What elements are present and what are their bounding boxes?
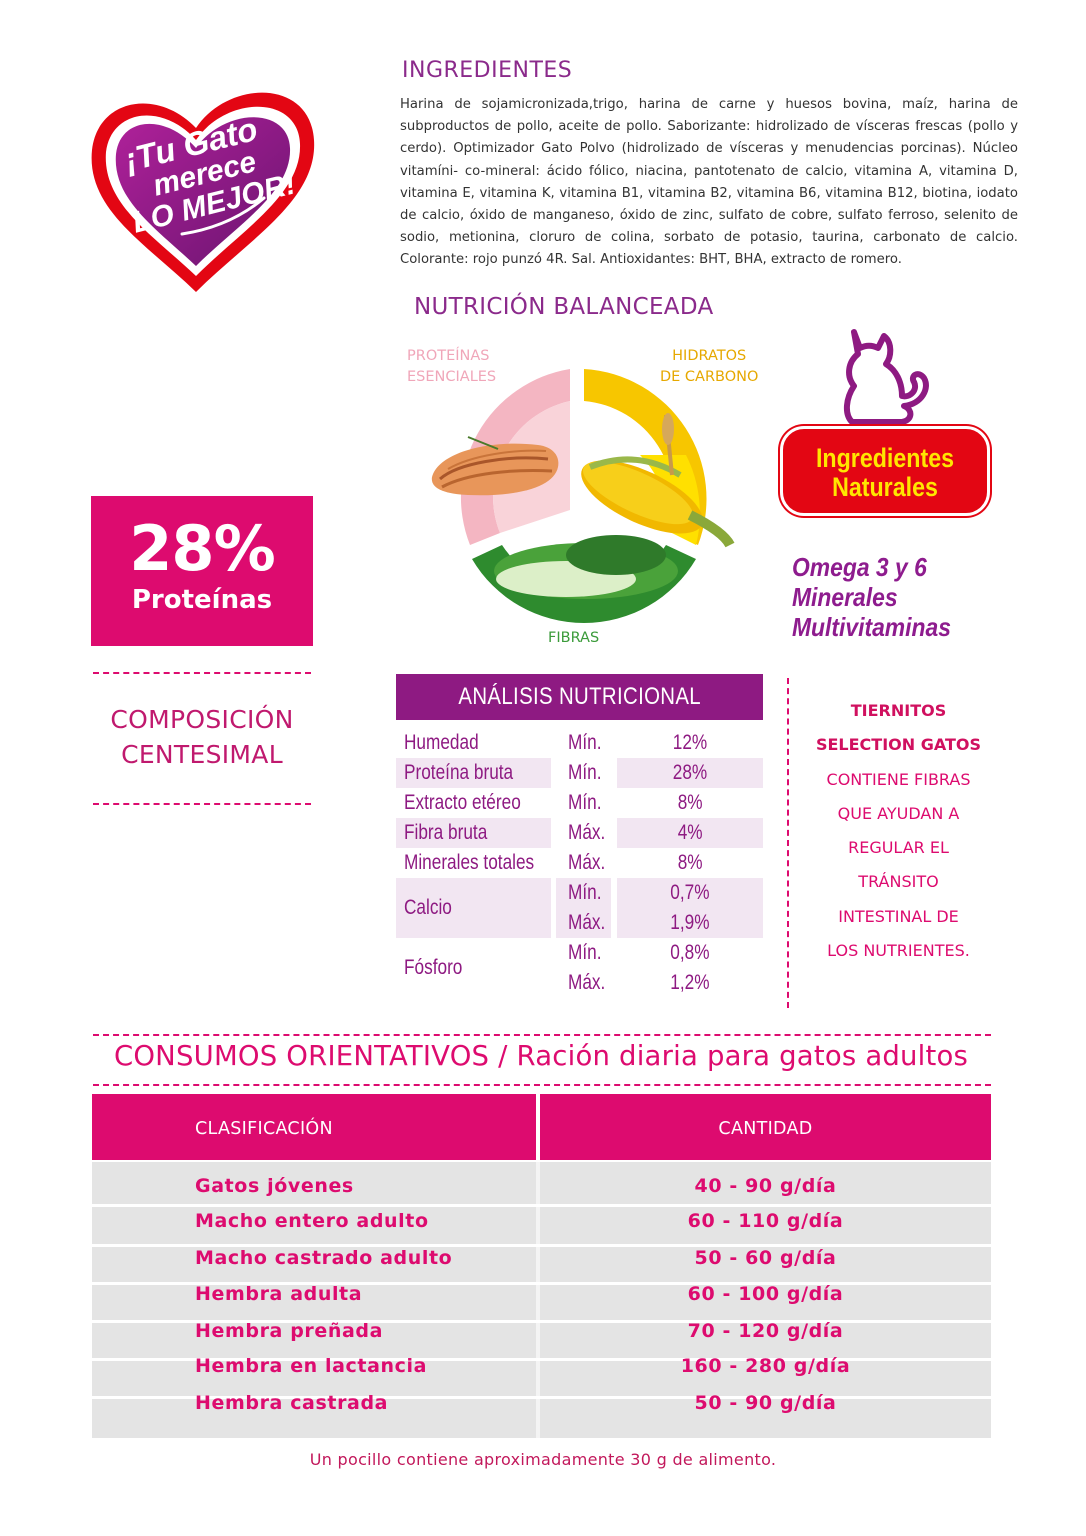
- classification-header: CLASIFICACIÓN: [92, 1094, 536, 1160]
- fiber-label: FIBRAS: [548, 630, 600, 646]
- table-row-label: Hembra en lactancia: [195, 1355, 428, 1377]
- protein-highlight-box: 28% Proteínas: [91, 496, 313, 646]
- divider: [93, 1034, 991, 1036]
- divider: [93, 672, 311, 674]
- nutrient-value: 8%: [677, 791, 703, 814]
- composition-title: COMPOSICIÓN CENTESIMAL: [91, 702, 313, 772]
- nutrient-limit: Máx.: [568, 821, 606, 844]
- quantity-header: CANTIDAD: [540, 1094, 991, 1160]
- tiernitos-line5: REGULAR EL: [848, 838, 949, 858]
- vertical-divider: [787, 678, 789, 1008]
- carbs-label-line2: DE CARBONO: [660, 369, 759, 385]
- nutrient-limit: Máx.: [568, 911, 606, 934]
- table-row-qty: 40 - 90 g/día: [694, 1175, 837, 1197]
- nutrient-name: Proteína bruta: [404, 761, 514, 784]
- nutrient-limit: Mín.: [568, 761, 602, 784]
- table-row-label: Hembra castrada: [195, 1392, 389, 1414]
- table-row: Calcio Mín. Máx. 0,7% 1,9%: [396, 878, 763, 938]
- composition-line1: COMPOSICIÓN: [110, 705, 294, 734]
- tiernitos-line3: CONTIENE FIBRAS: [826, 769, 971, 789]
- proteins-label-line2: ESENCIALES: [407, 369, 497, 385]
- tiernitos-line7: INTESTINAL DE: [838, 906, 959, 926]
- protein-percent: 28%: [129, 512, 275, 585]
- analysis-table: Humedad Mín. 12% Proteína bruta Mín. 28%…: [396, 728, 763, 998]
- nutrient-limit: Mín.: [568, 881, 602, 904]
- nutrient-name: Calcio: [404, 896, 452, 919]
- nutrient-limit: Mín.: [568, 731, 602, 754]
- table-row-qty: 70 - 120 g/día: [687, 1320, 844, 1342]
- omega-line2: Minerales: [792, 582, 898, 612]
- tiernitos-line4: QUE AYUDAN A: [837, 803, 960, 823]
- table-row-qty: 60 - 110 g/día: [687, 1210, 844, 1232]
- nutrient-name: Extracto etéreo: [404, 791, 521, 814]
- nutrition-donut-chart: [431, 369, 735, 623]
- ingredients-text: Harina de sojamicronizada,trigo, harina …: [400, 97, 1018, 268]
- proteins-label: PROTEÍNAS ESENCIALES: [407, 346, 496, 388]
- salmon-image: [431, 436, 559, 496]
- table-row: Fósforo Mín. Máx. 0,8% 1,2%: [396, 938, 763, 998]
- table-row-qty: 60 - 100 g/día: [687, 1283, 844, 1305]
- tiernitos-line6: TRÁNSITO: [858, 872, 939, 892]
- table-row-label: Macho entero adulto: [195, 1210, 429, 1232]
- proteins-label-line1: PROTEÍNAS: [407, 348, 490, 364]
- nutrient-limit: Mín.: [568, 791, 602, 814]
- nutrient-value: 12%: [672, 731, 708, 754]
- table-row-label: Hembra preñada: [195, 1320, 384, 1342]
- omega-features: Omega 3 y 6 Minerales Multivitaminas: [792, 552, 951, 642]
- nutrient-name: Minerales totales: [404, 851, 535, 874]
- tiernitos-line2: SELECTION GATOS: [815, 735, 982, 755]
- table-row-label: Gatos jóvenes: [195, 1175, 354, 1197]
- nutrient-value: 0,7%: [670, 881, 710, 904]
- tiernitos-line1: TIERNITOS: [850, 701, 947, 720]
- nutrition-title: NUTRICIÓN BALANCEADA: [414, 294, 714, 320]
- divider: [93, 803, 311, 805]
- nutrient-name: Fósforo: [404, 956, 463, 979]
- analysis-header: ANÁLISIS NUTRICIONAL: [396, 674, 763, 720]
- table-row: Humedad Mín. 12%: [396, 728, 763, 758]
- fiber-segment: [472, 545, 696, 623]
- nutrient-limit: Mín.: [568, 941, 602, 964]
- nutrient-value: 1,2%: [670, 971, 710, 994]
- badge-line1: Ingredientes: [815, 443, 955, 473]
- proteins-segment: [460, 369, 570, 545]
- carbs-label: HIDRATOS DE CARBONO: [660, 346, 758, 388]
- table-row-label: Macho castrado adulto: [195, 1247, 453, 1269]
- table-row-qty: 50 - 60 g/día: [694, 1247, 837, 1269]
- table-row: Extracto etéreo Mín. 8%: [396, 788, 763, 818]
- nutrient-limit: Máx.: [568, 851, 606, 874]
- carbs-label-line1: HIDRATOS: [672, 348, 747, 364]
- consumption-title: CONSUMOS ORIENTATIVOS / Ración diaria pa…: [113, 1040, 969, 1072]
- nutrient-limit: Máx.: [568, 971, 606, 994]
- badge-line2: Naturales: [832, 472, 938, 502]
- natural-ingredients-badge: Ingredientes Naturales: [780, 426, 990, 516]
- table-row: Fibra bruta Máx. 4%: [396, 818, 763, 848]
- brand-heart-logo: ¡Tu Gato merece LO MEJOR!: [91, 92, 315, 293]
- table-row: Proteína bruta Mín. 28%: [396, 758, 763, 788]
- divider: [93, 1084, 991, 1086]
- omega-line1: Omega 3 y 6: [792, 552, 927, 582]
- nutrient-value: 4%: [677, 821, 703, 844]
- protein-label: Proteínas: [131, 585, 273, 615]
- cat-icon: [844, 329, 929, 425]
- analysis-title: ANÁLISIS NUTRICIONAL: [458, 683, 701, 710]
- nutrient-value: 28%: [672, 761, 708, 784]
- table-row: Minerales totales Máx. 8%: [396, 848, 763, 878]
- bok-choy-image: [494, 535, 678, 599]
- consumption-table: [92, 1162, 991, 1438]
- composition-line2: CENTESIMAL: [121, 740, 283, 769]
- nutrient-name: Fibra bruta: [404, 821, 488, 844]
- nutrient-value: 0,8%: [670, 941, 710, 964]
- ingredients-title: INGREDIENTES: [402, 58, 573, 83]
- table-row-qty: 160 - 280 g/día: [680, 1355, 851, 1377]
- table-row-qty: 50 - 90 g/día: [694, 1392, 837, 1414]
- corn-image: [581, 413, 735, 548]
- omega-line3: Multivitaminas: [792, 612, 951, 642]
- table-row-label: Hembra adulta: [195, 1283, 363, 1305]
- nutrient-value: 1,9%: [670, 911, 710, 934]
- serving-note: Un pocillo contiene aproximadamente 30 g…: [309, 1450, 777, 1469]
- nutrient-value: 8%: [677, 851, 703, 874]
- tiernitos-line8: LOS NUTRIENTES.: [827, 941, 970, 961]
- nutrient-name: Humedad: [404, 731, 479, 754]
- tiernitos-description: TIERNITOS SELECTION GATOS CONTIENE FIBRA…: [806, 694, 991, 968]
